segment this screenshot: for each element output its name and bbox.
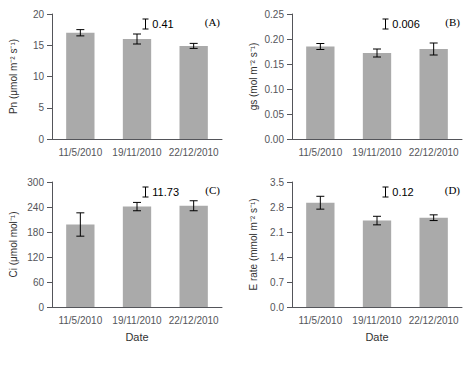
svg-text:(B): (B) <box>445 16 460 29</box>
svg-text:20: 20 <box>33 9 45 20</box>
svg-text:0.12: 0.12 <box>392 186 413 198</box>
svg-text:11/5/2010: 11/5/2010 <box>298 315 342 326</box>
svg-text:11/5/2010: 11/5/2010 <box>298 147 342 158</box>
svg-text:15: 15 <box>33 40 45 51</box>
svg-text:2.1: 2.1 <box>270 227 284 238</box>
svg-text:19/11/2010: 19/11/2010 <box>112 147 162 158</box>
svg-text:19/11/2010: 19/11/2010 <box>112 315 162 326</box>
svg-text:240: 240 <box>27 202 44 213</box>
svg-text:0.25: 0.25 <box>265 9 285 20</box>
svg-text:Date: Date <box>125 331 148 343</box>
svg-text:0.10: 0.10 <box>265 84 285 95</box>
svg-text:10: 10 <box>33 71 45 82</box>
svg-text:11/5/2010: 11/5/2010 <box>58 147 102 158</box>
svg-text:5: 5 <box>38 102 44 113</box>
svg-text:0.05: 0.05 <box>265 109 285 120</box>
svg-text:11/5/2010: 11/5/2010 <box>58 315 102 326</box>
svg-text:22/12/2010: 22/12/2010 <box>409 315 459 326</box>
svg-text:0.006: 0.006 <box>392 18 420 30</box>
svg-text:0.0: 0.0 <box>270 302 284 313</box>
svg-text:120: 120 <box>27 252 44 263</box>
svg-text:11.73: 11.73 <box>152 186 179 198</box>
svg-text:1.4: 1.4 <box>270 252 284 263</box>
svg-text:19/11/2010: 19/11/2010 <box>352 147 402 158</box>
svg-text:Pn (μmol m⁻² s⁻¹): Pn (μmol m⁻² s⁻¹) <box>8 39 19 114</box>
svg-text:22/12/2010: 22/12/2010 <box>169 147 219 158</box>
svg-text:2.8: 2.8 <box>270 202 284 213</box>
svg-text:0: 0 <box>38 134 44 145</box>
svg-text:0.00: 0.00 <box>265 134 285 145</box>
svg-text:0.41: 0.41 <box>152 18 173 30</box>
svg-text:60: 60 <box>33 277 45 288</box>
svg-text:gs (mol m⁻² s⁻¹): gs (mol m⁻² s⁻¹) <box>248 43 259 111</box>
svg-text:22/12/2010: 22/12/2010 <box>409 147 459 158</box>
svg-text:0.15: 0.15 <box>265 59 285 70</box>
svg-text:Date: Date <box>365 331 388 343</box>
svg-text:19/11/2010: 19/11/2010 <box>352 315 402 326</box>
svg-text:0.7: 0.7 <box>270 277 284 288</box>
svg-text:0.20: 0.20 <box>265 34 285 45</box>
svg-text:180: 180 <box>27 227 44 238</box>
svg-text:Ci (μmol mol⁻¹): Ci (μmol mol⁻¹) <box>8 212 19 278</box>
svg-text:300: 300 <box>27 177 44 188</box>
svg-text:3.5: 3.5 <box>270 177 284 188</box>
svg-text:(A): (A) <box>205 16 221 29</box>
svg-text:(D): (D) <box>445 184 461 197</box>
svg-text:E rate (mmol m⁻² s⁻¹): E rate (mmol m⁻² s⁻¹) <box>248 198 259 290</box>
svg-text:(C): (C) <box>205 184 220 197</box>
svg-text:0: 0 <box>38 302 44 313</box>
svg-text:22/12/2010: 22/12/2010 <box>169 315 219 326</box>
